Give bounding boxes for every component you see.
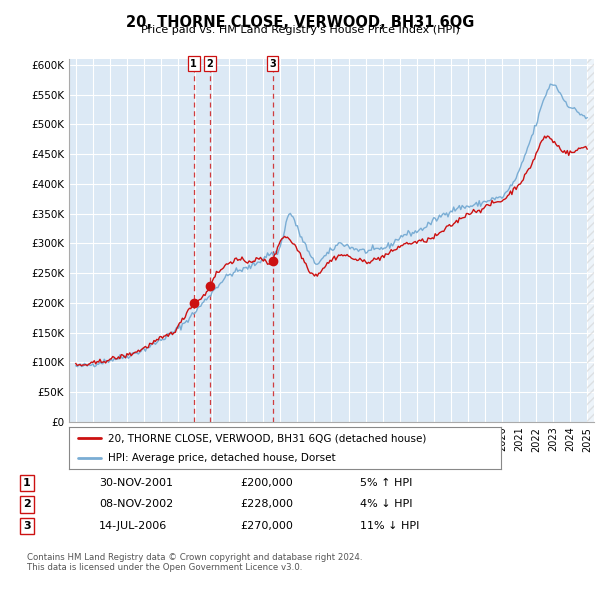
Text: 3: 3	[23, 522, 31, 531]
Text: This data is licensed under the Open Government Licence v3.0.: This data is licensed under the Open Gov…	[27, 563, 302, 572]
Text: HPI: Average price, detached house, Dorset: HPI: Average price, detached house, Dors…	[108, 453, 335, 463]
Text: Contains HM Land Registry data © Crown copyright and database right 2024.: Contains HM Land Registry data © Crown c…	[27, 553, 362, 562]
Text: 20, THORNE CLOSE, VERWOOD, BH31 6QG: 20, THORNE CLOSE, VERWOOD, BH31 6QG	[126, 15, 474, 30]
Text: £228,000: £228,000	[240, 500, 293, 509]
Text: 1: 1	[190, 59, 197, 69]
Text: 3: 3	[269, 59, 276, 69]
Text: 14-JUL-2006: 14-JUL-2006	[99, 522, 167, 531]
Text: 20, THORNE CLOSE, VERWOOD, BH31 6QG (detached house): 20, THORNE CLOSE, VERWOOD, BH31 6QG (det…	[108, 433, 426, 443]
Text: £200,000: £200,000	[240, 478, 293, 487]
Text: 5% ↑ HPI: 5% ↑ HPI	[360, 478, 412, 487]
Text: 2: 2	[206, 59, 213, 69]
Text: 08-NOV-2002: 08-NOV-2002	[99, 500, 173, 509]
Text: 1: 1	[23, 478, 31, 487]
Bar	[587, 59, 594, 422]
Text: Price paid vs. HM Land Registry's House Price Index (HPI): Price paid vs. HM Land Registry's House …	[140, 25, 460, 35]
Text: 2: 2	[23, 500, 31, 509]
Text: 4% ↓ HPI: 4% ↓ HPI	[360, 500, 413, 509]
Text: 11% ↓ HPI: 11% ↓ HPI	[360, 522, 419, 531]
Text: 30-NOV-2001: 30-NOV-2001	[99, 478, 173, 487]
Text: £270,000: £270,000	[240, 522, 293, 531]
